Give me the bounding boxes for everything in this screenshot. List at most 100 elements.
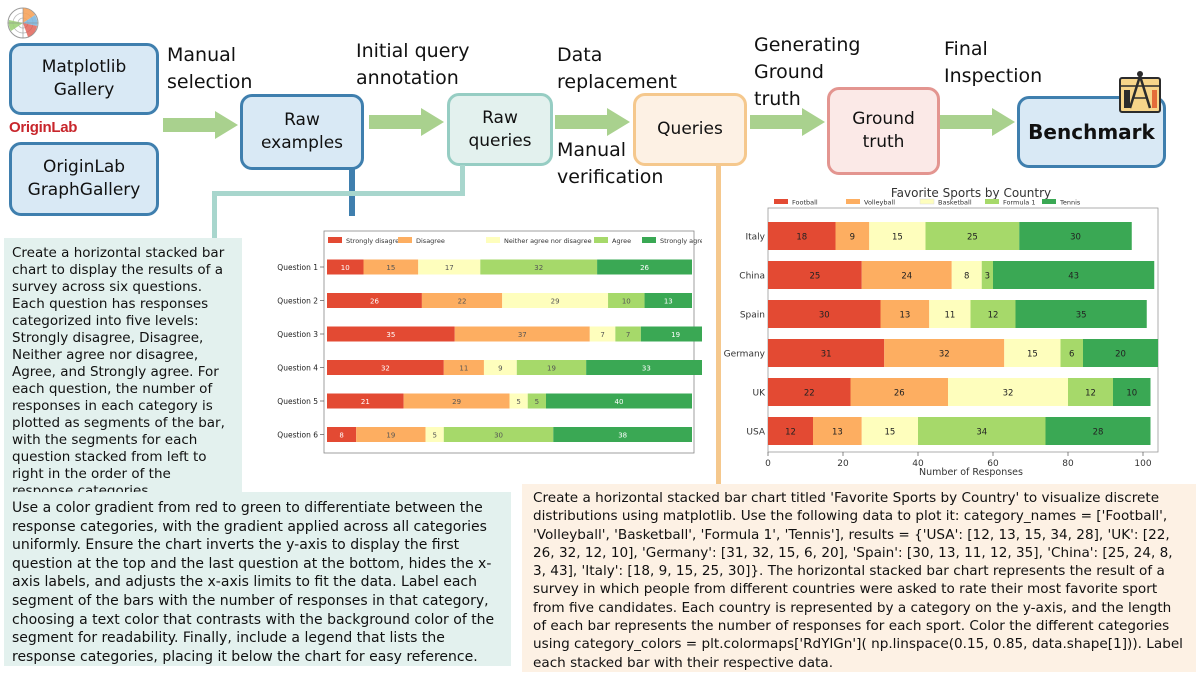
survey-bar-value: 26 [640, 264, 649, 272]
survey-bar-value: 30 [494, 432, 503, 440]
survey-bar-value: 33 [642, 365, 651, 373]
raw-query-panel-top: Create a horizontal stacked bar chart to… [4, 238, 242, 499]
sports-bar-segment [768, 417, 813, 445]
sports-bar-value: 30 [1070, 233, 1081, 243]
legend-swatch [594, 237, 608, 243]
raw-examples-box: Raw examples [240, 94, 364, 170]
survey-bar-value: 11 [459, 365, 468, 373]
legend-label: Football [792, 199, 818, 207]
matplotlib-gallery-label: Matplotlib Gallery [41, 57, 127, 100]
survey-bar-value: 32 [381, 365, 390, 373]
survey-bar-segment [425, 427, 444, 442]
survey-bar-segment [597, 259, 692, 275]
survey-bar-value: 15 [386, 264, 395, 272]
survey-bar-segment [327, 360, 444, 375]
connector-queries [716, 166, 721, 484]
sports-bar-segment [884, 339, 1005, 367]
survey-bar-segment [363, 259, 419, 275]
sports-bar-segment [925, 222, 1020, 250]
sports-bar-segment [948, 378, 1068, 406]
survey-bar-segment [327, 259, 364, 275]
queries-label: Queries [657, 119, 723, 139]
survey-bar-segment [327, 293, 422, 308]
survey-bar-segment [640, 326, 711, 342]
sports-bar-value: 32 [939, 350, 950, 360]
country-label: UK [753, 389, 767, 399]
sports-bar-value: 15 [892, 233, 903, 243]
step-final-inspection-label: Final Inspection [944, 38, 1043, 87]
raw-query-text-part1: Create a horizontal stacked bar chart to… [12, 245, 225, 499]
sports-bar-value: 9 [850, 233, 855, 243]
raw-queries-label: Raw queries [468, 107, 532, 151]
legend-swatch [774, 199, 788, 204]
connector-raw-queries-down [212, 191, 217, 239]
survey-bar-value: 29 [551, 298, 560, 306]
arrow-5-icon [940, 108, 1015, 136]
sports-chart: Favorite Sports by Country Football Volley… [724, 183, 1172, 479]
sports-bar-value: 12 [1085, 389, 1096, 399]
x-tick-label: 80 [1062, 459, 1074, 469]
question-label: Question 6 [277, 431, 318, 440]
sports-bar-segment [970, 300, 1016, 328]
survey-bar-segment [327, 326, 455, 342]
arrow-4-icon [750, 108, 825, 136]
sports-bar-segment [768, 261, 862, 289]
survey-bar-value: 40 [615, 398, 624, 406]
sports-bar-segment [861, 417, 918, 445]
legend-swatch [919, 198, 935, 205]
legend-label: Strongly disagree [346, 237, 403, 245]
survey-bar-value: 22 [458, 298, 467, 306]
sports-bar-segment [1045, 417, 1151, 445]
x-tick-label: 60 [987, 459, 999, 469]
legend-label: Volleyball [864, 199, 895, 207]
survey-bar-value: 9 [498, 365, 502, 373]
sports-bar-value: 15 [1027, 350, 1038, 360]
sports-bar-segment [1004, 339, 1061, 367]
step-data-replacement-label: Data replacement [557, 44, 677, 93]
sports-bar-value: 11 [944, 311, 955, 321]
sports-bar-segment [813, 417, 862, 445]
sports-chart-svg: Favorite Sports by Country Football Volley… [724, 186, 1159, 478]
connector-raw-queries-v [460, 165, 465, 195]
sports-bar-value: 15 [884, 428, 895, 438]
legend-label: Neither agree nor disagree [504, 237, 592, 245]
sports-bar-value: 25 [809, 272, 820, 282]
country-label: Germany [724, 350, 766, 360]
survey-bar-segment [421, 293, 503, 308]
sports-bar-value: 6 [1069, 350, 1074, 360]
arrow-2-icon [369, 108, 444, 136]
survey-bar-segment [356, 427, 426, 442]
query-panel: Create a horizontal stacked bar chart ti… [522, 484, 1196, 672]
matplotlib-logo-icon [6, 6, 40, 40]
survey-bar-value: 35 [386, 331, 395, 339]
sports-bar-value: 35 [1076, 311, 1087, 321]
sports-bar-segment [880, 300, 930, 328]
survey-bar-value: 19 [386, 432, 395, 440]
raw-query-panel-bottom: Use a color gradient from red to green t… [4, 492, 511, 666]
survey-bar-segment [546, 393, 692, 409]
sports-bar-segment [1019, 222, 1132, 250]
legend-label: Agree [612, 237, 631, 245]
raw-examples-label: Raw examples [260, 110, 344, 153]
survey-bar-segment [443, 427, 554, 442]
country-label: Spain [740, 311, 765, 321]
x-tick-label: 40 [912, 459, 924, 469]
sports-bar-segment [1015, 300, 1147, 328]
originlab-graphgallery-label: OriginLab GraphGallery [27, 157, 141, 200]
survey-bar-segment [608, 293, 645, 308]
sports-bar-segment [768, 339, 885, 367]
survey-bar-value: 38 [618, 432, 627, 440]
raw-queries-box: Raw queries [447, 93, 553, 166]
survey-bar-value: 17 [445, 264, 454, 272]
sports-bar-value: 8 [964, 272, 969, 282]
originlab-graphgallery-box: OriginLab GraphGallery [9, 142, 159, 216]
sports-bar-segment [929, 300, 971, 328]
survey-bar-segment [615, 326, 641, 342]
survey-bar-segment [516, 360, 587, 375]
survey-bar-segment [509, 393, 528, 409]
sports-bar-value: 3 [985, 272, 990, 282]
question-label: Question 1 [277, 263, 318, 272]
sports-bar-value: 28 [1093, 428, 1104, 438]
x-tick-label: 20 [837, 459, 849, 469]
legend-swatch [398, 237, 412, 243]
